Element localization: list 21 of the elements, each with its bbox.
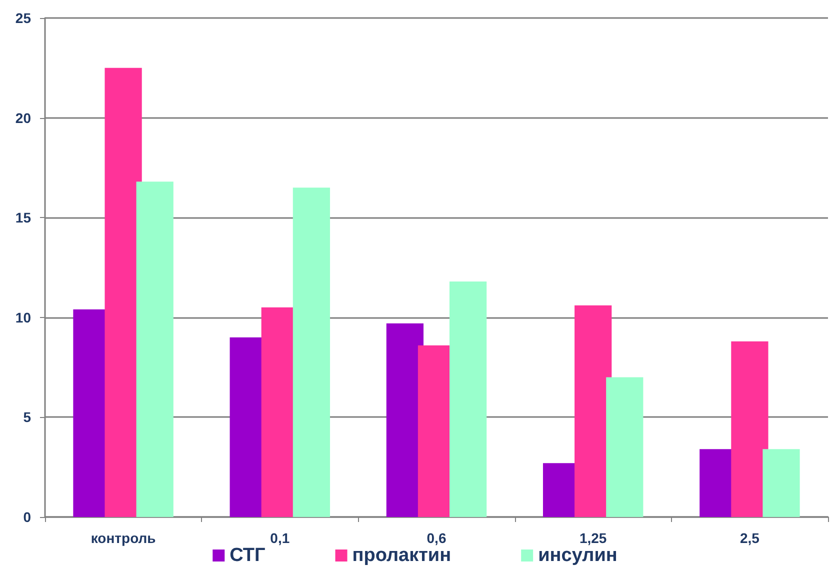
bar (606, 377, 644, 517)
legend-label: СТГ (230, 545, 266, 566)
bar (762, 449, 800, 517)
y-tick-label: 15 (15, 210, 32, 226)
x-tick-label: 0,6 (426, 530, 446, 546)
bar (292, 188, 330, 517)
x-tick-label: 2,5 (740, 530, 760, 546)
legend-label: пролактин (352, 545, 452, 566)
x-tick-label: 0,1 (270, 530, 290, 546)
y-tick-label: 20 (15, 110, 32, 126)
x-tick-label: контроль (90, 530, 156, 546)
bar (136, 182, 174, 517)
bar (574, 305, 612, 517)
y-tick-label: 0 (23, 509, 32, 525)
bar (731, 341, 768, 517)
y-tick-label: 5 (23, 409, 32, 426)
legend-label: инсулин (538, 545, 618, 566)
y-tick-label: 25 (15, 10, 32, 26)
bar (449, 281, 487, 517)
x-tick-label: 1,25 (579, 530, 607, 546)
y-tick-label: 10 (15, 309, 32, 326)
